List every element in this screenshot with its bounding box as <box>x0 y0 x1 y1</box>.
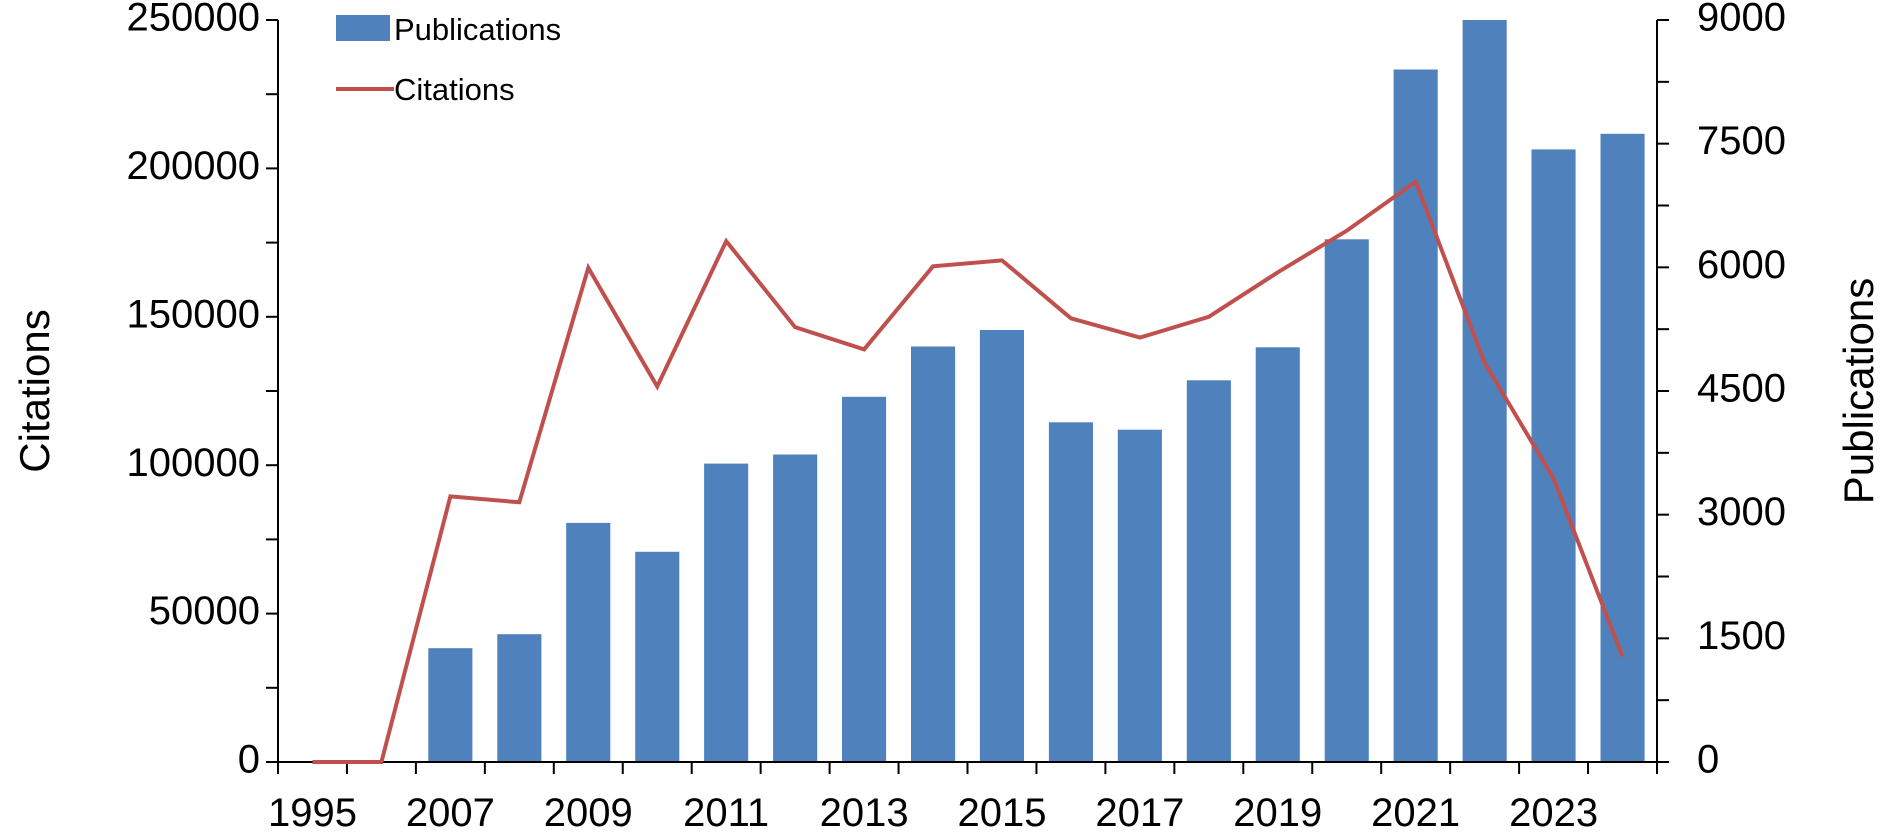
x-tick-label: 2007 <box>406 791 495 832</box>
legend-label-publications: Publications <box>394 12 561 47</box>
x-axis-ticks: 1995 2007 2009 2011 2013 2015 2017 2019 2021 2023 <box>268 762 1658 832</box>
publications-bar-2019 <box>1255 347 1300 762</box>
legend-label-citations: Citations <box>394 72 515 107</box>
x-tick-label: 2015 <box>957 791 1046 832</box>
left-tick-label: 100000 <box>127 441 260 485</box>
publications-bar-2008 <box>497 634 542 762</box>
left-axis-ticks: 0 50000 100000 150000 200000 250000 <box>127 0 278 782</box>
publications-bar-2009 <box>566 522 611 762</box>
publications-bar-2015 <box>979 330 1024 762</box>
x-tick-label: 2023 <box>1509 791 1598 832</box>
publications-bar-2007 <box>428 648 473 762</box>
citations-line <box>312 178 1625 764</box>
right-tick-label: 1500 <box>1697 614 1786 658</box>
right-axis-title: Publications <box>1835 278 1882 504</box>
right-axis-ticks: 0 1500 3000 4500 6000 7500 9000 <box>1657 0 1786 782</box>
publications-bar-2010 <box>635 551 680 762</box>
right-tick-label: 9000 <box>1697 0 1786 40</box>
left-tick-label: 150000 <box>127 292 260 336</box>
right-tick-label: 6000 <box>1697 243 1786 287</box>
publications-bars <box>428 20 1645 763</box>
left-tick-label: 50000 <box>149 589 260 633</box>
publications-bar-2018 <box>1186 380 1231 762</box>
right-tick-label: 0 <box>1697 738 1719 782</box>
x-tick-label: 2017 <box>1095 791 1184 832</box>
left-axis-title: Citations <box>11 309 58 472</box>
x-tick-label: 2009 <box>544 791 633 832</box>
x-tick-label: 2011 <box>683 791 769 832</box>
x-tick-label: 2013 <box>820 791 909 832</box>
x-tick-label: 2021 <box>1371 791 1460 832</box>
publications-bar-2016 <box>1048 422 1093 762</box>
x-tick-label: 2019 <box>1233 791 1322 832</box>
publications-bar-2011 <box>704 463 749 762</box>
publications-bar-2013 <box>842 396 887 762</box>
right-tick-label: 7500 <box>1697 119 1786 163</box>
right-tick-label: 3000 <box>1697 490 1786 534</box>
axes <box>277 20 1658 763</box>
publications-bar-2014 <box>911 346 956 762</box>
left-tick-label: 0 <box>238 738 260 782</box>
publications-bar-2020 <box>1324 239 1369 763</box>
publications-bar-2017 <box>1117 429 1162 762</box>
x-tick-label: 1995 <box>268 791 357 832</box>
publications-bar-2024 <box>1600 133 1645 763</box>
right-tick-label: 4500 <box>1697 367 1786 411</box>
publications-bar-2012 <box>773 454 818 762</box>
legend-swatch-publications <box>336 15 390 41</box>
publications-bar-2021 <box>1393 69 1438 762</box>
legend: Publications Citations <box>336 12 561 107</box>
left-tick-label: 250000 <box>127 0 260 40</box>
left-tick-label: 200000 <box>127 144 260 188</box>
